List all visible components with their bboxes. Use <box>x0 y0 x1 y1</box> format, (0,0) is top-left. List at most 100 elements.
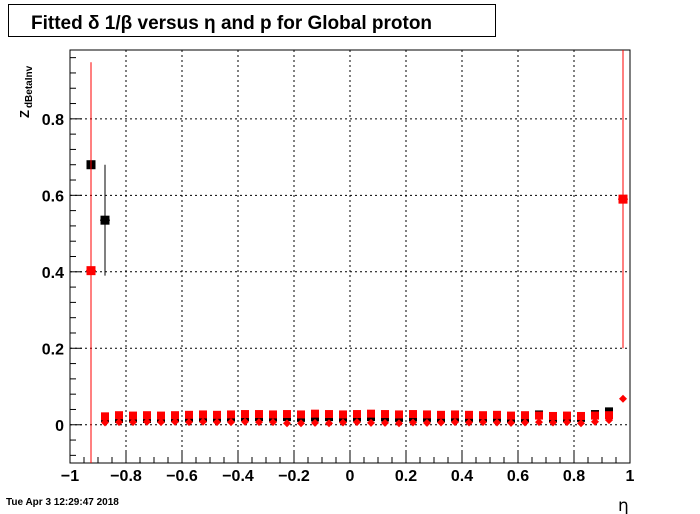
data-point-diamond <box>325 419 333 428</box>
data-point-diamond <box>101 418 109 427</box>
data-point-diamond <box>171 417 179 426</box>
x-tick-label: −0.4 <box>222 468 254 485</box>
data-point <box>227 410 235 419</box>
data-point <box>451 410 459 419</box>
x-tick-label: 0.8 <box>563 468 585 485</box>
data-point-diamond <box>269 418 277 427</box>
data-point-diamond <box>437 418 445 427</box>
timestamp: Tue Apr 3 12:29:47 2018 <box>6 497 119 508</box>
data-point <box>423 410 431 419</box>
data-point <box>339 410 347 419</box>
data-marks <box>86 50 628 463</box>
y-tick-label: 0 <box>55 418 64 435</box>
data-point-diamond <box>353 418 361 427</box>
data-point <box>101 412 109 421</box>
data-point-diamond <box>311 418 319 427</box>
data-point <box>100 215 110 225</box>
data-point-diamond <box>619 394 627 403</box>
data-point <box>507 411 515 420</box>
data-point <box>479 411 487 420</box>
data-point-diamond <box>297 419 305 428</box>
data-point-diamond <box>115 418 123 427</box>
data-point-diamond <box>563 418 571 427</box>
data-point <box>199 410 207 419</box>
data-point-diamond <box>213 418 221 427</box>
data-point-diamond <box>339 418 347 427</box>
data-point <box>255 410 263 419</box>
x-tick-label: 0.4 <box>451 468 473 485</box>
data-point-diamond <box>451 418 459 427</box>
data-point <box>395 410 403 419</box>
data-point-diamond <box>185 418 193 427</box>
data-point <box>157 411 165 420</box>
data-point-diamond <box>521 418 529 427</box>
data-point <box>493 410 501 419</box>
data-point <box>86 266 96 276</box>
data-point <box>381 410 389 419</box>
data-point-diamond <box>605 416 613 425</box>
data-point-diamond <box>423 418 431 427</box>
data-point <box>577 411 585 420</box>
x-tick-label: −0.2 <box>278 468 310 485</box>
data-point-diamond <box>577 419 585 428</box>
y-tick-label: 0.4 <box>42 265 64 282</box>
data-point <box>171 411 179 420</box>
data-point-diamond <box>507 418 515 427</box>
data-point <box>437 410 445 419</box>
x-tick-label: −1 <box>61 468 79 485</box>
x-axis-label: η <box>618 496 629 514</box>
data-point-diamond <box>283 419 291 428</box>
data-point-diamond <box>549 418 557 427</box>
data-point <box>269 410 277 419</box>
y-axis-label: ZdBetaInv <box>17 65 35 118</box>
axes: −1 −0.8 −0.6 −0.4 −0.2 0 0.2 0.4 0.6 0.8 1 0 0.2 0.4 0… <box>42 57 635 485</box>
data-point-diamond <box>479 418 487 427</box>
data-point <box>591 411 599 420</box>
title-box: Fitted δ 1/β versus η and p for Global p… <box>8 4 496 37</box>
data-point <box>311 409 319 418</box>
y-tick-label: 0.2 <box>42 341 64 358</box>
data-point-diamond <box>465 418 473 427</box>
data-point-diamond <box>493 418 501 427</box>
data-point-diamond <box>409 418 417 427</box>
data-point <box>521 411 529 420</box>
data-point-diamond <box>241 417 249 426</box>
data-point-diamond <box>535 418 543 427</box>
data-point <box>129 411 137 420</box>
x-tick-label: 1 <box>626 468 635 485</box>
data-point <box>115 411 123 420</box>
data-point <box>618 194 628 204</box>
data-point-diamond <box>395 419 403 428</box>
data-point <box>325 410 333 419</box>
data-point <box>465 410 473 419</box>
data-point <box>185 410 193 419</box>
data-point-diamond <box>591 417 599 426</box>
x-tick-label: 0 <box>346 468 355 485</box>
x-tick-label: −0.6 <box>166 468 198 485</box>
data-point-diamond <box>255 418 263 427</box>
data-point <box>353 410 361 419</box>
data-point-diamond <box>227 418 235 427</box>
data-point <box>297 410 305 419</box>
data-point-diamond <box>199 417 207 426</box>
grid <box>70 50 630 463</box>
data-point <box>213 410 221 419</box>
x-tick-label: 0.2 <box>395 468 417 485</box>
data-point <box>535 411 543 420</box>
data-point-diamond <box>367 418 375 427</box>
data-point-diamond <box>129 418 137 427</box>
data-point <box>409 410 417 419</box>
data-point <box>605 411 613 420</box>
data-point <box>549 411 557 420</box>
y-tick-label: 0.8 <box>42 112 64 129</box>
chart-title: Fitted δ 1/β versus η and p for Global p… <box>31 13 433 34</box>
data-point <box>143 411 151 420</box>
data-point <box>563 411 571 420</box>
data-point <box>283 410 291 419</box>
data-point-diamond <box>381 418 389 427</box>
data-point-diamond <box>143 417 151 426</box>
data-point <box>367 409 375 418</box>
data-point-diamond <box>157 418 165 427</box>
x-tick-label: −0.8 <box>110 468 142 485</box>
